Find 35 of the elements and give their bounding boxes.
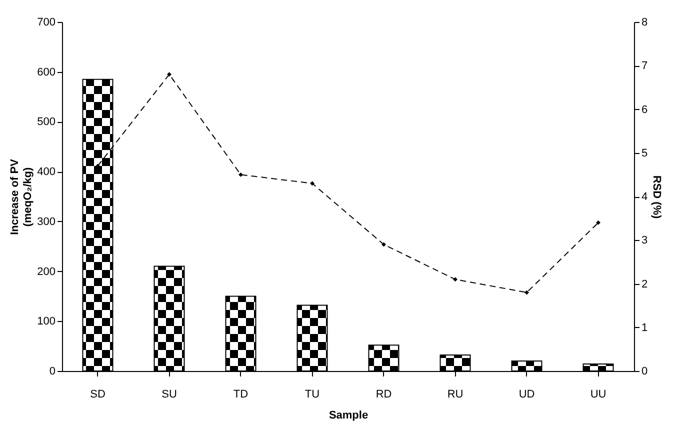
y-tick-label: 400 bbox=[37, 166, 56, 178]
x-tick-label: RD bbox=[376, 388, 392, 400]
y2-tick-label: 2 bbox=[642, 278, 648, 290]
x-tick-label: RU bbox=[447, 388, 464, 400]
x-tick-label: SD bbox=[90, 388, 106, 400]
y2-tick-label: 5 bbox=[642, 147, 648, 160]
y-tick-label: 600 bbox=[37, 66, 56, 78]
y-tick-label: 0 bbox=[49, 366, 56, 378]
y-tick-label: 300 bbox=[37, 216, 56, 228]
y-tick-label: 100 bbox=[37, 316, 56, 328]
y2-tick-label: 7 bbox=[642, 60, 648, 72]
y2-tick-label: 8 bbox=[642, 16, 648, 28]
y-tick-label: 700 bbox=[37, 16, 56, 28]
x-tick-label: TD bbox=[233, 388, 248, 400]
y2-axis-title: RSD (%) bbox=[650, 175, 663, 220]
y2-tick-label: 1 bbox=[642, 322, 648, 334]
y2-tick-label: 0 bbox=[642, 366, 648, 378]
x-tick-label: SU bbox=[162, 388, 177, 400]
y-axis-title: Increase of PV (meqO₂/kg) bbox=[9, 158, 34, 235]
x-tick-label: TU bbox=[304, 388, 320, 400]
y-tick-label: 200 bbox=[37, 266, 56, 278]
point bbox=[382, 242, 386, 247]
y-tick-label: 500 bbox=[37, 116, 56, 128]
y2-tick-label: 3 bbox=[642, 234, 648, 247]
point bbox=[310, 181, 314, 186]
point bbox=[596, 220, 600, 225]
point bbox=[238, 172, 243, 177]
point bbox=[524, 290, 529, 295]
point bbox=[167, 72, 172, 77]
x-tick-label: UU bbox=[590, 388, 606, 400]
y2-tick-label: 6 bbox=[642, 104, 648, 116]
point bbox=[453, 277, 458, 282]
x-tick-label: UD bbox=[518, 388, 535, 400]
x-axis-title: Sample bbox=[328, 410, 368, 422]
y2-tick-label: 4 bbox=[642, 191, 648, 203]
